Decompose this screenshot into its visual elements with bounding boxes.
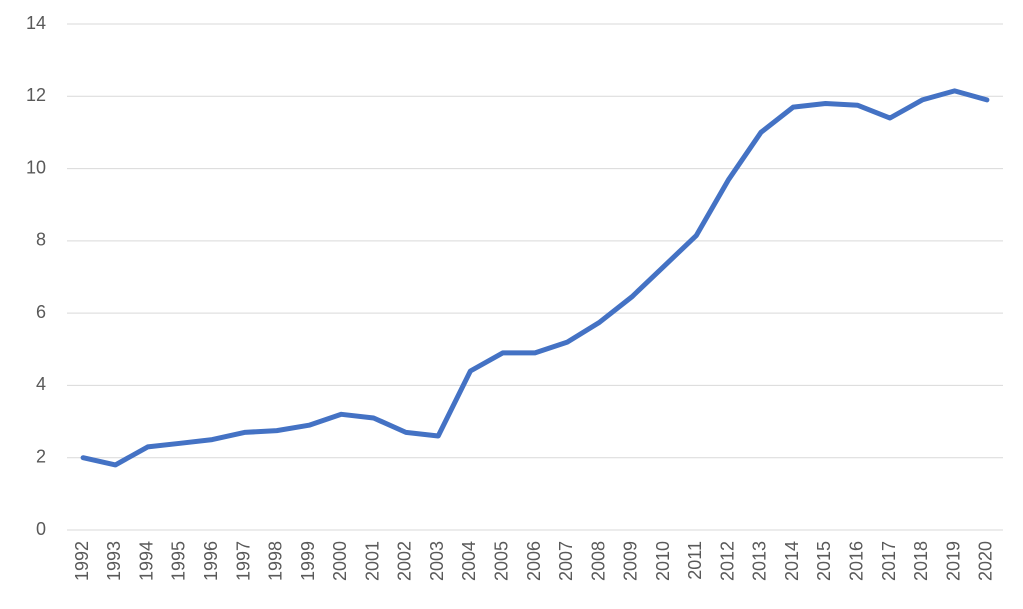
y-tick-label: 14 (26, 13, 46, 33)
x-tick-label: 2020 (976, 541, 996, 581)
x-tick-label: 2000 (330, 541, 350, 581)
x-tick-label: 2013 (750, 541, 770, 581)
x-tick-label: 1998 (266, 541, 286, 581)
x-tick-label: 2009 (621, 541, 641, 581)
x-tick-label: 2019 (943, 541, 963, 581)
x-tick-label: 2017 (879, 541, 899, 581)
x-tick-label: 1999 (298, 541, 318, 581)
x-tick-label: 2007 (556, 541, 576, 581)
x-tick-label: 2010 (653, 541, 673, 581)
x-tick-label: 2002 (395, 541, 415, 581)
data-line (80, 88, 990, 468)
x-tick-label: 2008 (588, 541, 608, 581)
x-tick-label: 2014 (782, 541, 802, 581)
y-tick-label: 4 (36, 374, 46, 394)
y-tick-label: 2 (36, 446, 46, 466)
y-tick-label: 6 (36, 302, 46, 322)
x-tick-label: 1993 (104, 541, 124, 581)
x-tick-label: 1996 (201, 541, 221, 581)
y-tick-label: 8 (36, 230, 46, 250)
x-tick-label: 2015 (814, 541, 834, 581)
x-tick-label: 1997 (233, 541, 253, 581)
x-tick-label: 2016 (847, 541, 867, 581)
x-tick-label: 1994 (136, 541, 156, 581)
x-tick-label: 1995 (169, 541, 189, 581)
x-tick-label: 2006 (524, 541, 544, 581)
x-tick-label: 2018 (911, 541, 931, 581)
x-tick-label: 2005 (491, 541, 511, 581)
x-tick-label: 2012 (717, 541, 737, 581)
x-tick-label: 2003 (427, 541, 447, 581)
x-tick-label: 2001 (362, 541, 382, 581)
y-tick-label: 12 (26, 85, 46, 105)
x-tick-label: 2011 (685, 541, 705, 580)
x-tick-label: 2004 (459, 541, 479, 581)
y-tick-label: 0 (36, 519, 46, 539)
y-tick-label: 10 (26, 157, 46, 177)
x-tick-label: 1992 (72, 541, 92, 581)
